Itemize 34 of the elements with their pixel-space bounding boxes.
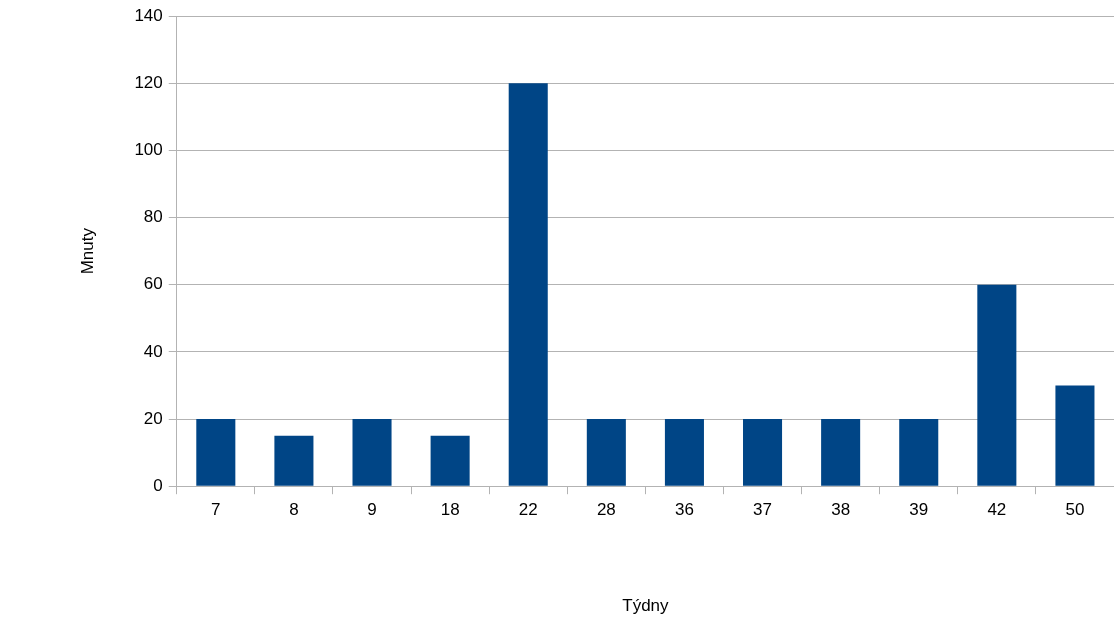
bar (196, 419, 236, 486)
bar (430, 435, 470, 486)
bar (586, 419, 626, 486)
bar (664, 419, 704, 486)
bar (977, 284, 1017, 486)
y-tick-label: 60 (143, 274, 163, 294)
bar (899, 419, 939, 486)
y-tick-label: 20 (143, 408, 163, 428)
bar (508, 83, 548, 486)
y-tick-label: 80 (143, 207, 163, 227)
y-axis-title: Mnuty (77, 227, 97, 275)
x-tick-label: 9 (367, 500, 377, 520)
x-tick-label: 42 (987, 500, 1007, 520)
x-tick-label: 39 (909, 500, 929, 520)
x-tick-label: 36 (674, 500, 694, 520)
x-tick-label: 22 (518, 500, 538, 520)
x-tick-label: 18 (440, 500, 460, 520)
y-tick-label: 140 (134, 5, 163, 25)
x-tick-label: 50 (1065, 500, 1085, 520)
x-tick-label: 37 (753, 500, 772, 520)
y-tick-label: 40 (143, 341, 163, 361)
x-tick-label: 28 (596, 500, 616, 520)
y-tick-label: 0 (153, 475, 163, 495)
y-tick-label: 120 (134, 73, 163, 93)
x-tick-label: 7 (211, 500, 221, 520)
bar (352, 419, 392, 486)
x-tick-label: 8 (289, 500, 299, 520)
bar (743, 419, 783, 486)
x-axis-title: Týdny (622, 596, 670, 616)
bar (821, 419, 861, 486)
bar (274, 435, 314, 486)
y-tick-label: 100 (134, 140, 163, 160)
bar (1055, 385, 1095, 486)
x-tick-label: 38 (831, 500, 851, 520)
